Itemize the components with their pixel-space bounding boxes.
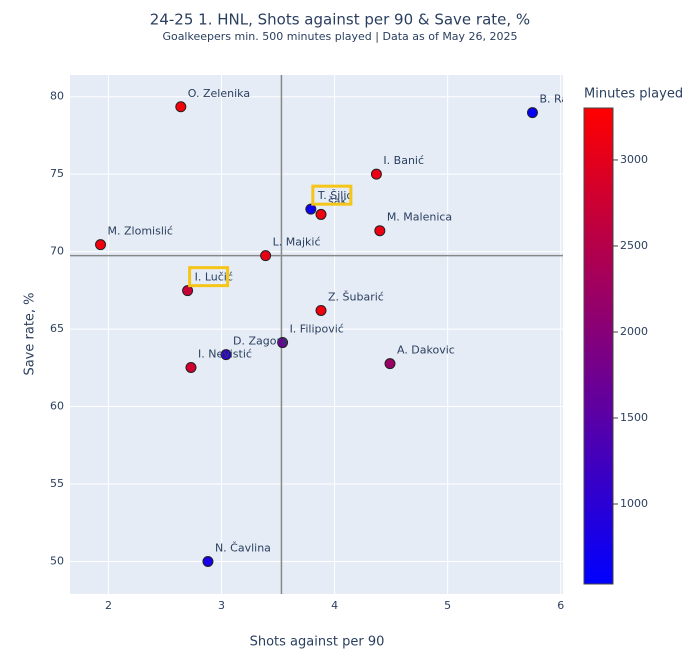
highlight-box [188,266,230,288]
point-label: A. Dakovic [397,344,455,357]
y-tick-label: 60 [50,400,64,413]
colorbar-tick-label: 2500 [620,239,648,252]
point-label: I. Filipović [290,323,344,336]
point [526,107,538,119]
colorbar-tick-label: 3000 [620,153,648,166]
point [182,285,194,297]
point [260,250,272,262]
point [95,239,107,251]
point-label: I. Nevistić [198,347,252,360]
point-label: Z. Šubarić [328,290,384,303]
point-label: I. Banić [383,154,424,167]
y-axis-label: Save rate, % [23,292,38,375]
plot-area [70,75,563,594]
point [175,101,187,113]
point [315,208,327,220]
point-label: M. Zlomislić [108,225,173,238]
y-tick-label: 55 [50,477,64,490]
point-label: D. Zagora [233,335,288,348]
y-tick-label: 75 [50,167,64,180]
point-label: L. Majkić [273,236,321,249]
point [277,337,289,349]
colorbar [583,107,614,585]
point [220,349,232,361]
x-tick-label: 3 [218,599,225,612]
chart-subtitle: Goalkeepers min. 500 minutes played | Da… [162,30,517,43]
x-tick-label: 2 [105,599,112,612]
point [374,225,386,237]
point-label: O. Zelenika [188,87,250,100]
y-tick-label: 80 [50,90,64,103]
point [185,361,197,373]
highlight-box [311,184,353,206]
point-label: I. Lučić [195,271,233,284]
y-tick-label: 70 [50,245,64,258]
colorbar-tick-label: 2000 [620,325,648,338]
point [370,168,382,180]
point-label: M. Malenica [387,211,452,224]
point-label: N. Čavlina [215,541,271,554]
point [315,304,327,316]
point-label: B. Ra [539,93,568,106]
y-tick-label: 50 [50,554,64,567]
colorbar-tick-label: 1500 [620,411,648,424]
point-label: T. Šilić [317,189,353,202]
point [202,555,214,567]
colorbar-title: Minutes played [584,87,683,102]
point [305,203,317,215]
x-tick-label: 5 [444,599,451,612]
colorbar-tick-label: 1000 [620,497,648,510]
x-tick-label: 6 [557,599,564,612]
y-tick-label: 65 [50,322,64,335]
point [384,358,396,370]
chart-title: 24-25 1. HNL, Shots against per 90 & Sav… [150,11,530,29]
x-axis-label: Shots against per 90 [250,635,385,650]
x-tick-label: 4 [331,599,338,612]
